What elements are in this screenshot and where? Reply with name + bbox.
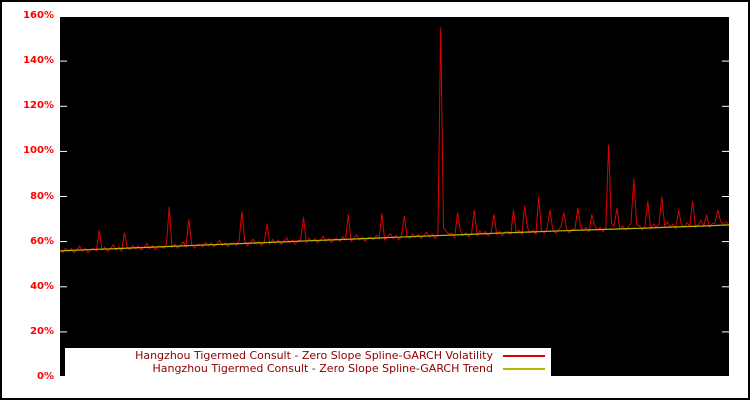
y-tick-label: 120% <box>23 100 54 112</box>
plot-frame <box>59 16 730 377</box>
chart-canvas <box>59 16 730 377</box>
legend-label-volatility: Hangzhou Tigermed Consult - Zero Slope S… <box>135 349 493 362</box>
legend-label-trend: Hangzhou Tigermed Consult - Zero Slope S… <box>152 362 493 375</box>
trend-line <box>59 224 730 252</box>
legend-row-volatility: Hangzhou Tigermed Consult - Zero Slope S… <box>71 349 545 362</box>
legend: Hangzhou Tigermed Consult - Zero Slope S… <box>65 348 551 377</box>
legend-line-sample-volatility <box>503 354 545 357</box>
volatility-line <box>59 27 730 254</box>
y-tick-label: 160% <box>23 10 54 21</box>
legend-line-sample-trend <box>503 367 545 370</box>
y-tick-label: 40% <box>30 280 54 292</box>
legend-row-trend: Hangzhou Tigermed Consult - Zero Slope S… <box>71 362 545 375</box>
plot-area <box>59 16 730 377</box>
y-tick-label: 0% <box>37 371 54 382</box>
y-tick-label: 20% <box>30 325 54 337</box>
y-tick-label: 60% <box>30 235 54 247</box>
y-tick-label: 100% <box>23 145 54 157</box>
y-tick-label: 80% <box>30 190 54 202</box>
y-tick-label: 140% <box>23 55 54 67</box>
